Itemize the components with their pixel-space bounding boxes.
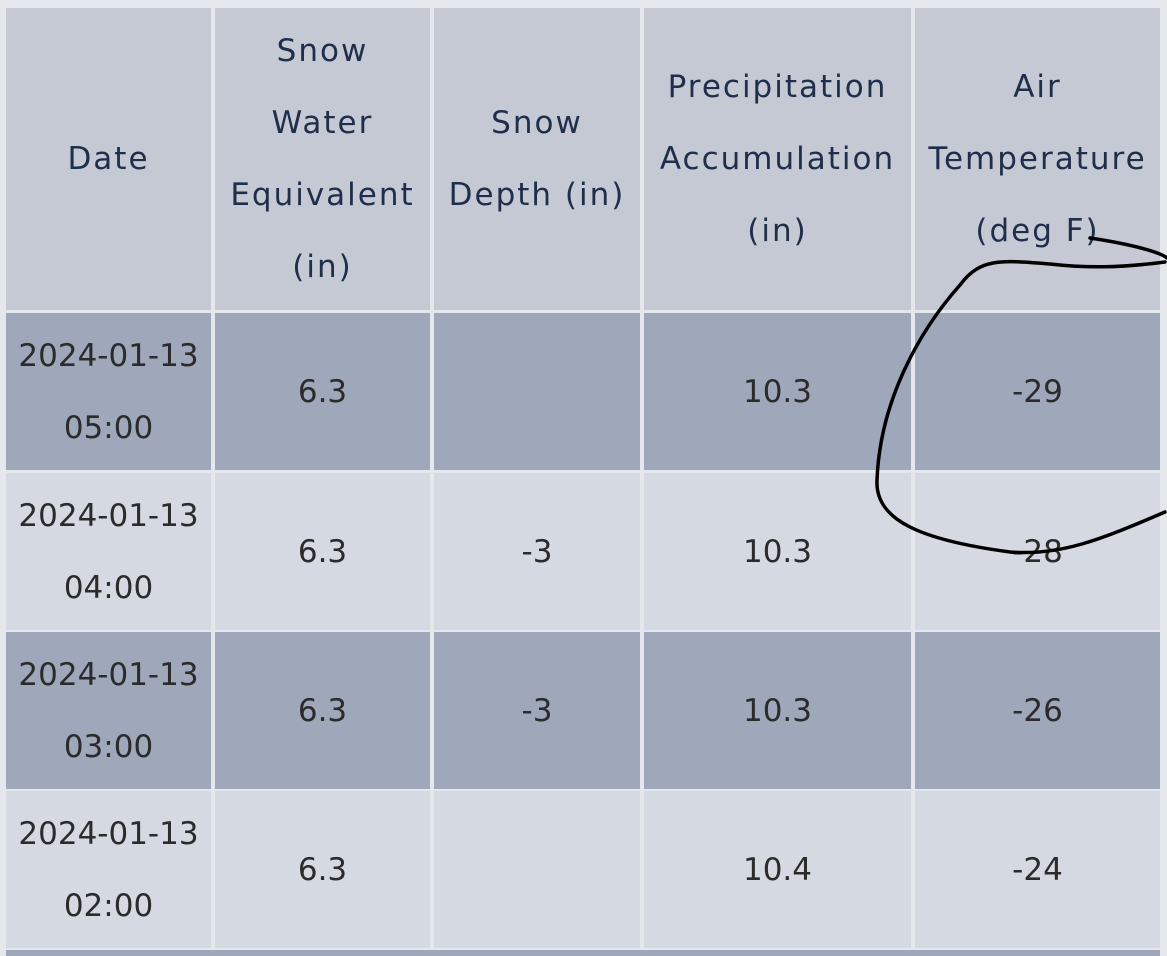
- cell-text: 6.3: [297, 373, 348, 410]
- cell-text: 2024-01-13: [18, 337, 199, 374]
- cell-text: 2024-01-13: [18, 656, 199, 693]
- cell-text: 04:00: [63, 569, 154, 606]
- cell-text: Date: [67, 141, 150, 177]
- date-cell: 2024-01-13 03:00: [6, 632, 211, 789]
- value-cell: [434, 313, 640, 470]
- cell-text: -28: [1012, 533, 1063, 570]
- cell-text: 05:00: [63, 409, 154, 446]
- cell-text: -29: [1012, 373, 1063, 410]
- value-cell: -3: [434, 473, 640, 630]
- cell-text: Snow Water Equivalent (in): [230, 33, 415, 285]
- value-cell: 6.3: [215, 791, 430, 948]
- cell-text: 6.3: [297, 533, 348, 570]
- value-cell: 10.3: [644, 473, 911, 630]
- cell-text: -24: [1012, 851, 1063, 888]
- date-cell: 2024-01-13 05:00: [6, 313, 211, 470]
- cell-text: Air Temperature (deg F): [928, 69, 1147, 249]
- value-cell: 10.3: [644, 632, 911, 789]
- column-header: Air Temperature (deg F): [915, 8, 1160, 310]
- cell-text: Precipitation Accumulation (in): [659, 69, 896, 249]
- value-cell: 10.4: [644, 791, 911, 948]
- value-cell: 6.3: [215, 473, 430, 630]
- cell-text: 10.3: [742, 533, 813, 570]
- cell-text: Snow Depth (in): [448, 105, 626, 213]
- cell-text: -3: [521, 692, 553, 729]
- cell-text: 6.3: [297, 692, 348, 729]
- column-header: Precipitation Accumulation (in): [644, 8, 911, 310]
- value-cell: -26: [915, 632, 1160, 789]
- cell-text: 6.3: [297, 851, 348, 888]
- cell-text: 02:00: [63, 887, 154, 924]
- value-cell: -3: [434, 632, 640, 789]
- date-cell: 2024-01-13 02:00: [6, 791, 211, 948]
- value-cell: 10.3: [644, 313, 911, 470]
- cell-text: 03:00: [63, 728, 154, 765]
- cell-text: -3: [521, 533, 553, 570]
- cell-text: 10.3: [742, 373, 813, 410]
- cell-text: 2024-01-13: [18, 497, 199, 534]
- value-cell: 6.3: [215, 632, 430, 789]
- value-cell: -28: [915, 473, 1160, 630]
- value-cell: 6.3: [215, 313, 430, 470]
- value-cell: [434, 791, 640, 948]
- column-header: Date: [6, 8, 211, 310]
- value-cell: -24: [915, 791, 1160, 948]
- column-header: Snow Water Equivalent (in): [215, 8, 430, 310]
- column-header: Snow Depth (in): [434, 8, 640, 310]
- next-row: [6, 950, 1160, 956]
- value-cell: -29: [915, 313, 1160, 470]
- date-cell: 2024-01-13 04:00: [6, 473, 211, 630]
- cell-text: -26: [1012, 692, 1063, 729]
- cell-text: 10.4: [742, 851, 813, 888]
- cell-text: 10.3: [742, 692, 813, 729]
- cell-text: 2024-01-13: [18, 815, 199, 852]
